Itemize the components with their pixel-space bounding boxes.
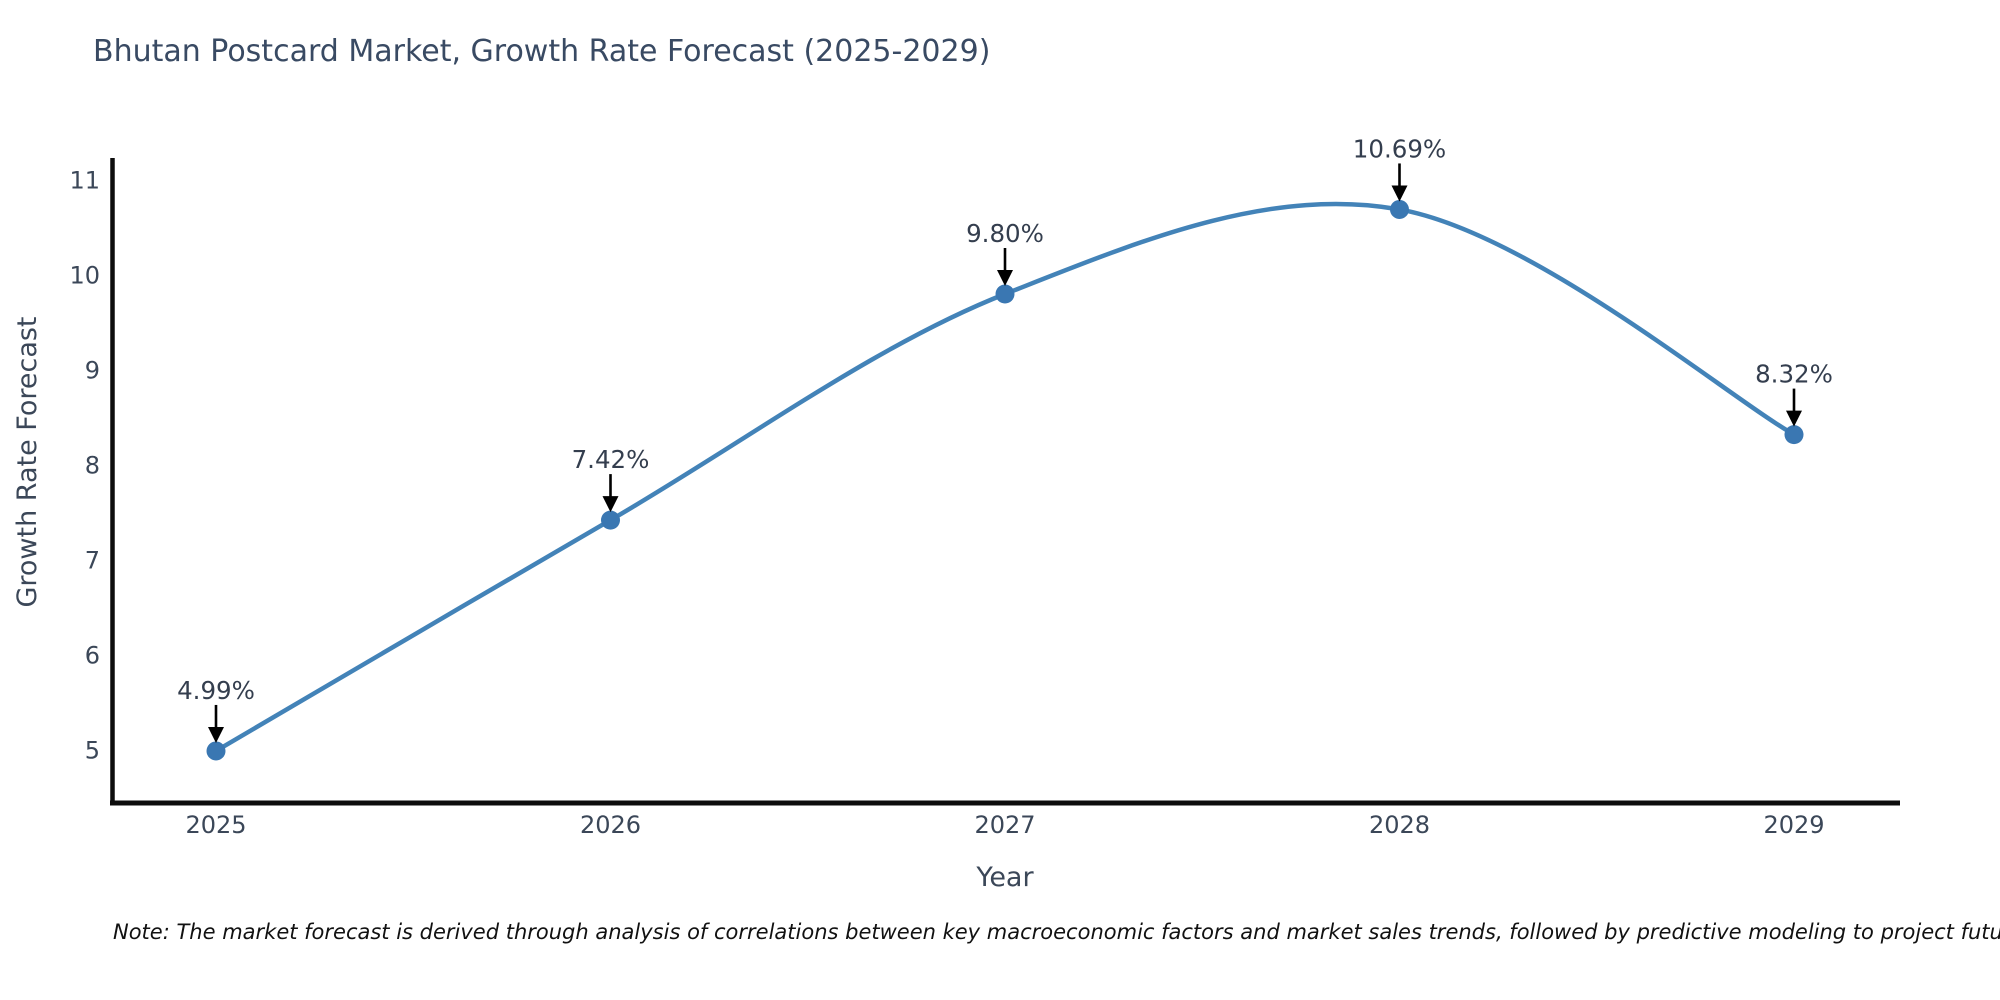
footnote: Note: The market forecast is derived thr…	[113, 920, 2000, 944]
annotation-arrow-head	[602, 496, 619, 513]
data-point-marker	[601, 510, 620, 530]
x-tick-label: 2029	[1763, 811, 1824, 839]
annotation-arrow-head	[1391, 185, 1408, 202]
annotation-arrow-head	[1786, 410, 1802, 427]
data-point-marker	[1784, 425, 1804, 445]
data-point-marker	[995, 284, 1015, 304]
y-tick-label: 9	[85, 357, 100, 385]
y-tick-label: 6	[85, 642, 100, 670]
annotation-label: 7.42%	[572, 445, 650, 474]
chart-title: Bhutan Postcard Market, Growth Rate Fore…	[93, 34, 991, 69]
annotation-arrow-head	[997, 270, 1013, 286]
y-tick-label: 8	[85, 452, 100, 480]
annotation-label: 4.99%	[177, 676, 255, 705]
y-axis-title: Growth Rate Forecast	[12, 316, 43, 607]
annotation-label: 9.80%	[966, 219, 1044, 248]
annotation-arrow-head	[208, 726, 224, 743]
x-tick-label: 2027	[974, 811, 1035, 839]
annotation-label: 10.69%	[1353, 134, 1446, 163]
y-tick-label: 11	[69, 167, 100, 195]
y-tick-label: 10	[69, 262, 100, 290]
data-point-marker	[206, 741, 226, 761]
x-tick-label: 2026	[580, 811, 641, 839]
x-tick-label: 2028	[1369, 811, 1430, 839]
y-tick-label: 5	[85, 737, 100, 765]
x-tick-label: 2025	[185, 811, 246, 839]
annotation-label: 8.32%	[1755, 360, 1833, 389]
data-point-marker	[1390, 199, 1409, 219]
x-axis-title: Year	[975, 862, 1034, 893]
y-tick-label: 7	[85, 547, 100, 575]
